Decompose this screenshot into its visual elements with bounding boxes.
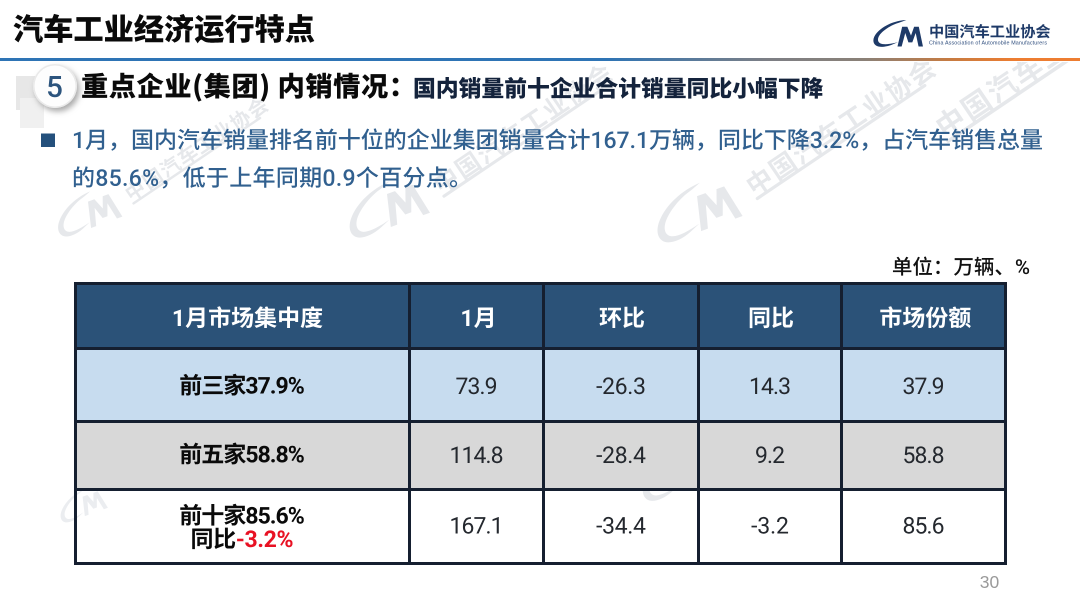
svg-text:30: 30	[980, 572, 1000, 592]
svg-text:China Association of Automobil: China Association of Automobile Manufact…	[929, 41, 1047, 47]
